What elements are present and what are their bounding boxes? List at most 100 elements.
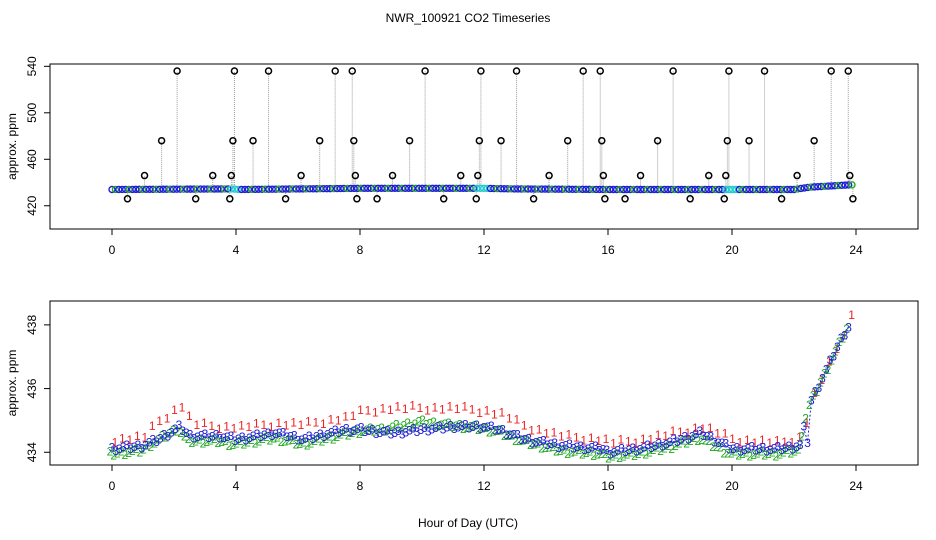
series-3-marker: 3 <box>655 436 662 450</box>
series-1-marker: 1 <box>149 419 156 433</box>
series-3-marker: 3 <box>350 424 357 438</box>
series-3-marker: 3 <box>555 441 562 455</box>
series-2-marker: 2 <box>825 363 832 377</box>
series-2-marker: 2 <box>479 422 486 436</box>
series-2-marker: 2 <box>393 418 400 432</box>
baseline-marker <box>503 185 512 193</box>
outlier-marker <box>264 67 273 75</box>
series-2-marker: 2 <box>646 445 653 459</box>
series-2-marker: 2 <box>226 439 233 453</box>
series-2-marker: 2 <box>382 424 389 438</box>
series-3-marker: 3 <box>421 421 428 435</box>
series-3-marker: 3 <box>797 438 804 452</box>
baseline-marker <box>275 185 283 193</box>
baseline-marker <box>698 185 706 194</box>
series-1-marker: 1 <box>759 433 766 447</box>
series-2-marker: 2 <box>501 429 508 443</box>
series-2-marker: 2 <box>345 428 352 442</box>
series-1-marker: 1 <box>513 412 520 426</box>
series-3-marker: 3 <box>685 432 692 446</box>
baseline-marker <box>176 185 184 193</box>
series-1-marker: 1 <box>818 373 825 387</box>
baseline-marker <box>111 185 120 194</box>
outlier-marker <box>249 136 257 145</box>
series-2-marker: 2 <box>702 434 709 448</box>
series-1-marker: 1 <box>432 400 439 414</box>
baseline-marker <box>336 184 345 193</box>
baseline-marker <box>705 185 713 194</box>
series-3-marker: 3 <box>228 429 235 443</box>
baseline-marker <box>224 185 232 193</box>
series-2-marker: 2 <box>512 434 519 448</box>
series-3-marker: 3 <box>124 438 131 452</box>
series-3-marker: 3 <box>789 442 796 456</box>
series-1-marker: 1 <box>744 433 751 447</box>
baseline-marker <box>592 185 600 194</box>
series-2-marker: 2 <box>650 443 657 457</box>
series-3-marker: 3 <box>562 438 569 452</box>
series-3-marker: 3 <box>246 431 253 445</box>
x-tick-label: 16 <box>601 479 615 493</box>
series-3-marker: 3 <box>726 442 733 456</box>
series-1-marker: 1 <box>484 403 491 417</box>
baseline-marker <box>612 185 621 194</box>
series-3-marker: 3 <box>529 436 536 450</box>
series-3-marker: 3 <box>507 428 514 442</box>
baseline-marker <box>749 185 757 194</box>
series-1-marker: 1 <box>789 435 796 449</box>
series-1-marker: 1 <box>268 420 275 434</box>
series-2-marker: 2 <box>534 437 541 451</box>
y-tick-label: 420 <box>25 195 39 215</box>
series-3-marker: 3 <box>272 427 279 441</box>
series-3-marker: 3 <box>793 440 800 454</box>
baseline-marker <box>244 185 253 194</box>
series-2-marker: 2 <box>791 444 798 458</box>
series-3-marker: 3 <box>804 436 811 450</box>
series-2-marker: 2 <box>453 419 460 433</box>
series-2-marker: 2 <box>549 440 556 454</box>
series-3-marker: 3 <box>700 429 707 443</box>
series-2-marker: 2 <box>754 446 761 460</box>
series-3-marker: 3 <box>540 433 547 447</box>
series-2-marker: 2 <box>661 442 668 456</box>
series-2-marker: 2 <box>174 425 181 439</box>
baseline-marker <box>398 184 406 193</box>
series-1-marker: 1 <box>655 428 662 442</box>
series-1-marker: 1 <box>618 433 625 447</box>
series-2-marker: 2 <box>683 437 690 451</box>
series-1-marker: 1 <box>313 416 320 430</box>
series-2-marker: 2 <box>520 434 527 448</box>
series-3-marker: 3 <box>291 429 298 443</box>
outlier-marker <box>439 195 448 203</box>
series-1-marker: 1 <box>603 432 610 446</box>
series-3-marker: 3 <box>760 441 767 455</box>
series-1-marker: 1 <box>335 414 342 428</box>
series-3-marker: 3 <box>198 429 205 443</box>
baseline-marker <box>745 185 754 194</box>
series-1-marker: 1 <box>722 426 729 440</box>
series-2-marker: 2 <box>490 425 497 439</box>
outlier-marker <box>297 171 305 180</box>
outlier-marker <box>123 195 132 203</box>
x-tick-label: 20 <box>725 243 739 257</box>
series-2-marker: 2 <box>415 415 422 429</box>
baseline-marker <box>616 185 624 194</box>
series-3-marker: 3 <box>637 443 644 457</box>
outlier-marker <box>846 171 854 180</box>
baseline-marker <box>691 185 699 194</box>
baseline-marker <box>531 185 539 193</box>
series-2-marker: 2 <box>698 433 705 447</box>
x-tick-label: 16 <box>601 243 615 257</box>
baseline-marker <box>650 185 658 194</box>
baseline-marker <box>214 185 222 193</box>
series-3-marker: 3 <box>484 420 491 434</box>
series-2-marker: 2 <box>441 417 448 431</box>
series-3-marker: 3 <box>801 420 808 434</box>
series-2-marker: 2 <box>680 434 687 448</box>
series-2-marker: 2 <box>750 448 757 462</box>
series-2-marker: 2 <box>594 448 601 462</box>
series-3-marker: 3 <box>328 425 335 439</box>
baseline-marker <box>343 184 351 193</box>
outlier-marker <box>686 195 694 203</box>
baseline-marker <box>323 184 331 193</box>
